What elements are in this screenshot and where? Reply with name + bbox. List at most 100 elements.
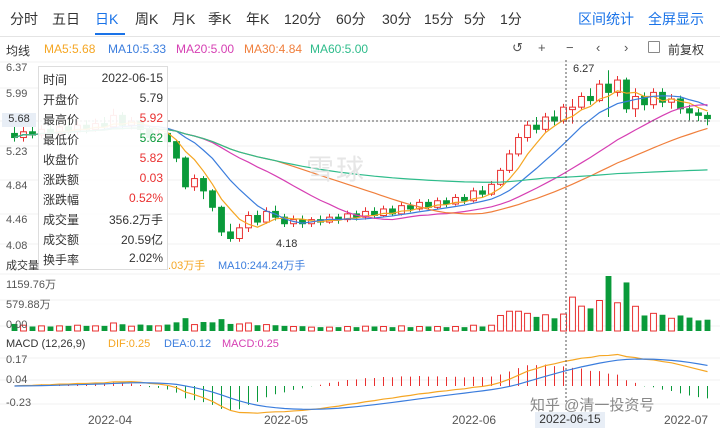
volume-bar <box>695 320 702 331</box>
pan-right-icon[interactable]: › <box>624 40 629 55</box>
macd-dif-label: DIF:0.25 <box>108 338 151 350</box>
tab-10[interactable]: 15分 <box>424 11 454 27</box>
zoom-out-icon[interactable]: − <box>566 40 574 55</box>
volume-bar <box>605 276 612 331</box>
price-axis-tick: 5.99 <box>6 88 28 100</box>
candle-body <box>596 83 603 102</box>
zoom-in-icon[interactable]: + <box>538 40 546 55</box>
reset-icon[interactable]: ↺ <box>512 40 523 55</box>
x-axis-label-apr: 2022-04 <box>88 413 133 427</box>
macd-axis-mid: 0.04 <box>6 374 28 386</box>
range-stats-link[interactable]: 区间统计 <box>578 11 634 27</box>
tab-1[interactable]: 五日 <box>52 11 80 27</box>
crosshair-price-marker: 5.68 <box>2 113 36 127</box>
tooltip-key: 收盘价 <box>43 153 80 167</box>
volume-bar <box>452 326 459 332</box>
tooltip-row: 成交量 356.2万手 <box>43 209 163 229</box>
ma30-label: MA30:4.84 <box>244 42 303 56</box>
volume-axis-mid: 579.88万 <box>6 299 51 311</box>
fuquan-label[interactable]: 前复权 <box>668 43 705 57</box>
macd-dea-label: DEA:0.12 <box>164 338 212 350</box>
volume-bar <box>506 310 513 332</box>
tooltip-row: 涨跌幅 0.52% <box>43 189 163 209</box>
volume-bar <box>515 310 522 332</box>
candle-body <box>488 183 495 195</box>
candle-body <box>263 210 270 223</box>
ohlc-tooltip: 时间 2022-06-15 开盘价 5.79 最高价 5.92 最低价 5.62 收盘价 5.82… <box>38 66 168 270</box>
candle-body <box>398 205 405 215</box>
volume-bar <box>164 324 171 331</box>
candle-body <box>245 215 252 229</box>
tooltip-row: 换手率 2.02% <box>43 249 163 269</box>
candle-body <box>623 79 630 110</box>
tab-0[interactable]: 分时 <box>10 11 38 27</box>
volume-bar <box>182 318 189 331</box>
volume-bar <box>407 327 414 331</box>
tab-3[interactable]: 周K <box>135 11 159 27</box>
volume-bar <box>317 327 324 331</box>
volume-bar <box>20 324 27 332</box>
volume-bar <box>155 325 162 332</box>
volume-axis-max: 1159.76万 <box>6 279 56 291</box>
volume-bar <box>200 322 207 331</box>
candle-body <box>497 169 504 185</box>
tooltip-key: 换手率 <box>43 253 80 267</box>
volume-bar <box>686 317 693 331</box>
volume-bar <box>659 314 666 331</box>
candle-body <box>587 95 594 102</box>
tooltip-value: 2.02% <box>128 251 163 265</box>
fuquan-checkbox[interactable] <box>648 41 660 53</box>
candle-body <box>605 83 612 93</box>
volume-bar <box>614 302 621 332</box>
tooltip-value: 5.92 <box>139 111 163 125</box>
tooltip-value: 2022-06-15 <box>101 71 163 85</box>
candle-body <box>542 116 549 130</box>
volume-bar <box>569 296 576 332</box>
tooltip-row: 最高价 5.92 <box>43 109 163 129</box>
volume-bar <box>704 319 711 331</box>
candle-body <box>506 153 513 171</box>
pan-left-icon[interactable]: ‹ <box>596 40 601 55</box>
volume-bar <box>461 327 468 331</box>
tab-9[interactable]: 30分 <box>382 11 412 27</box>
tab-12[interactable]: 1分 <box>500 11 522 27</box>
tooltip-key: 开盘价 <box>43 93 80 107</box>
volume-bar <box>245 322 252 332</box>
volume-bar <box>533 316 540 331</box>
volume-bar <box>11 323 18 331</box>
tab-5[interactable]: 季K <box>208 11 232 27</box>
ma-legend-label: 均线 <box>6 44 31 58</box>
tooltip-row: 时间 2022-06-15 <box>43 69 163 89</box>
volume-bar <box>641 315 648 331</box>
tab-6[interactable]: 年K <box>246 11 270 27</box>
tab-2[interactable]: 日K <box>95 11 119 27</box>
candle-body <box>632 95 639 110</box>
candle-body <box>569 106 576 111</box>
volume-bar <box>398 325 405 332</box>
volume-bar <box>299 326 306 331</box>
tab-4[interactable]: 月K <box>172 11 196 27</box>
volume-ma10-label: MA10:244.24万手 <box>218 260 306 272</box>
tab-7[interactable]: 120分 <box>284 11 322 27</box>
tab-8[interactable]: 60分 <box>336 11 366 27</box>
tab-11[interactable]: 5分 <box>464 11 486 27</box>
candle-body <box>281 216 288 225</box>
volume-bar <box>254 325 261 331</box>
macd-dea-line <box>14 358 708 410</box>
volume-bar <box>281 325 288 331</box>
volume-ma5-label: .03万手 <box>168 260 206 272</box>
price-axis-tick: 4.08 <box>6 240 28 252</box>
candle-body <box>452 196 459 205</box>
fullscreen-link[interactable]: 全屏显示 <box>648 11 704 27</box>
volume-bar <box>668 317 675 332</box>
volume-bar <box>191 324 198 332</box>
volume-bar <box>362 325 369 332</box>
volume-bar <box>623 282 630 331</box>
price-axis-tick: 6.37 <box>6 62 28 74</box>
high-price-label: 6.27 <box>573 63 595 75</box>
volume-bar <box>479 326 486 331</box>
ma10-label: MA10:5.33 <box>108 42 167 56</box>
volume-bar <box>290 326 297 332</box>
volume-bar <box>497 314 504 332</box>
